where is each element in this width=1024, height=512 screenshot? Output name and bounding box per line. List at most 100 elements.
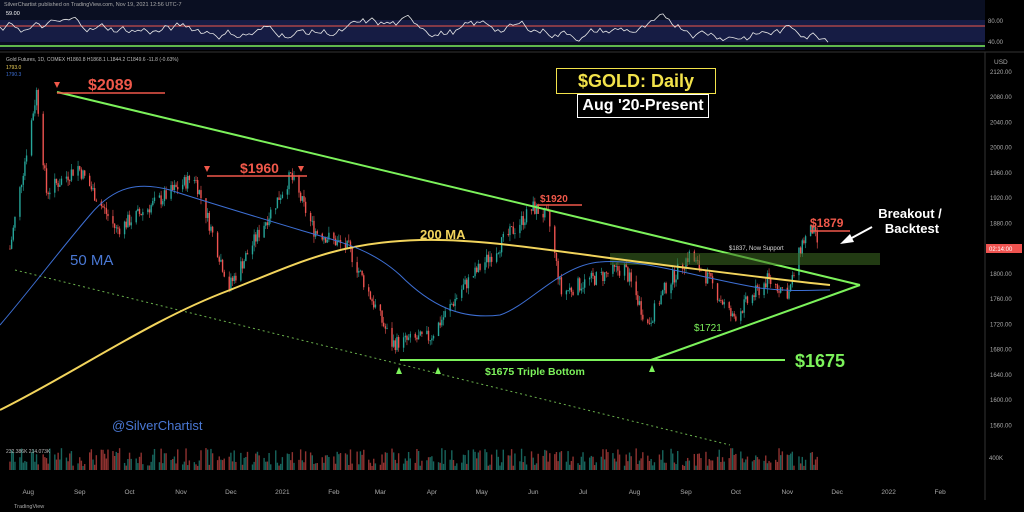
breakout-arrow-line — [847, 226, 873, 241]
time-tick-label: 2022 — [881, 489, 896, 496]
volume-bar — [499, 465, 501, 470]
candle-body — [442, 317, 445, 320]
volume-bar — [534, 464, 536, 470]
candle-body — [404, 335, 406, 338]
volume-bar — [688, 460, 691, 470]
volume-bar — [379, 464, 382, 470]
last-price-text: 02:14:00 — [989, 247, 1013, 253]
candle-body — [683, 268, 686, 270]
candle-body — [813, 226, 815, 234]
volume-bar — [789, 453, 792, 470]
candle-body — [580, 288, 583, 291]
volume-bar — [35, 454, 38, 470]
candle-body — [93, 188, 96, 201]
volume-bar — [776, 461, 779, 470]
volume-bar — [798, 456, 800, 470]
time-tick-label: Sep — [680, 489, 692, 496]
volume-bar — [12, 451, 14, 470]
trendlines — [14, 91, 880, 446]
volume-bar — [696, 453, 699, 470]
candle-body — [276, 197, 279, 209]
volume-bar — [100, 449, 103, 470]
candle-body — [781, 287, 784, 289]
candle-body — [489, 256, 491, 263]
volume-bar — [195, 464, 197, 470]
volume-bar — [683, 465, 686, 470]
candle-body — [731, 313, 734, 317]
candle-body — [107, 213, 109, 217]
candle-body — [210, 226, 212, 231]
candle-body — [452, 303, 455, 306]
candle-body — [339, 240, 342, 244]
candle-body — [730, 308, 732, 317]
candle-body — [698, 260, 701, 270]
candle-body — [253, 234, 255, 246]
volume-bar — [673, 462, 676, 470]
candle-body — [718, 300, 720, 301]
volume-bar — [223, 458, 225, 470]
candle-body — [348, 240, 350, 242]
volume-bar — [660, 459, 662, 470]
volume-bar — [485, 452, 488, 470]
candle-body — [57, 183, 59, 187]
candle-body — [675, 279, 677, 283]
candle-body — [472, 276, 475, 278]
volume-bar — [695, 465, 697, 470]
upper-trendline — [56, 91, 861, 286]
candle-body — [245, 253, 247, 262]
volume-bar — [756, 457, 759, 470]
volume-bar — [555, 452, 558, 470]
candle-body — [602, 271, 604, 282]
volume-bar — [373, 458, 375, 470]
candle-body — [158, 195, 161, 198]
chart-title: $GOLD: Daily Chart — [556, 68, 716, 115]
volume-bar — [522, 462, 524, 470]
volume-bar — [474, 451, 476, 470]
candle-body — [356, 262, 358, 273]
volume-bar — [484, 449, 486, 470]
candle-body — [165, 190, 167, 199]
candle-body — [799, 247, 802, 255]
arrow-up-icon — [649, 365, 655, 372]
candle-body — [816, 231, 818, 243]
candle-body — [77, 166, 79, 176]
volume-bar — [383, 462, 385, 470]
volume-bar — [627, 461, 629, 470]
candle-body — [519, 224, 521, 234]
candle-body — [34, 105, 36, 114]
time-tick-label: Aug — [629, 489, 641, 496]
volume-bar — [635, 448, 637, 470]
volume-bar — [728, 458, 730, 470]
candle-body — [95, 200, 98, 202]
volume-bar — [535, 463, 538, 470]
label-1837-support: $1837, Now Support — [729, 246, 784, 252]
volume-bar — [686, 457, 689, 470]
candle-body — [454, 298, 456, 306]
price-tick-label: 1760.00 — [990, 297, 1012, 303]
volume-bar — [658, 454, 661, 470]
volume-bar — [675, 464, 677, 470]
price-tick-label: 2080.00 — [990, 95, 1012, 101]
candle-body — [789, 284, 792, 292]
volume-bar — [193, 462, 196, 470]
candle-body — [301, 196, 304, 201]
candle-body — [223, 271, 225, 277]
candle-body — [814, 226, 817, 232]
candle-body — [612, 264, 614, 274]
volume-bar — [617, 449, 619, 470]
volume-bar — [449, 459, 451, 470]
volume-bar — [524, 456, 526, 470]
tradingview-logo: TradingView — [14, 504, 44, 510]
ma1-value: 1793.0 — [6, 65, 22, 71]
volume-bar — [368, 459, 370, 470]
volume-bar — [775, 459, 777, 470]
candle-body — [281, 194, 284, 199]
volume-bar — [313, 463, 315, 470]
candle-body — [642, 314, 644, 320]
volume-bar — [394, 459, 397, 470]
arrow-up-icon — [396, 367, 402, 374]
rsi-tick-40: 40.00 — [988, 40, 1004, 46]
volume-bar — [324, 455, 327, 470]
candle-body — [603, 272, 606, 282]
candle-body — [572, 291, 574, 295]
